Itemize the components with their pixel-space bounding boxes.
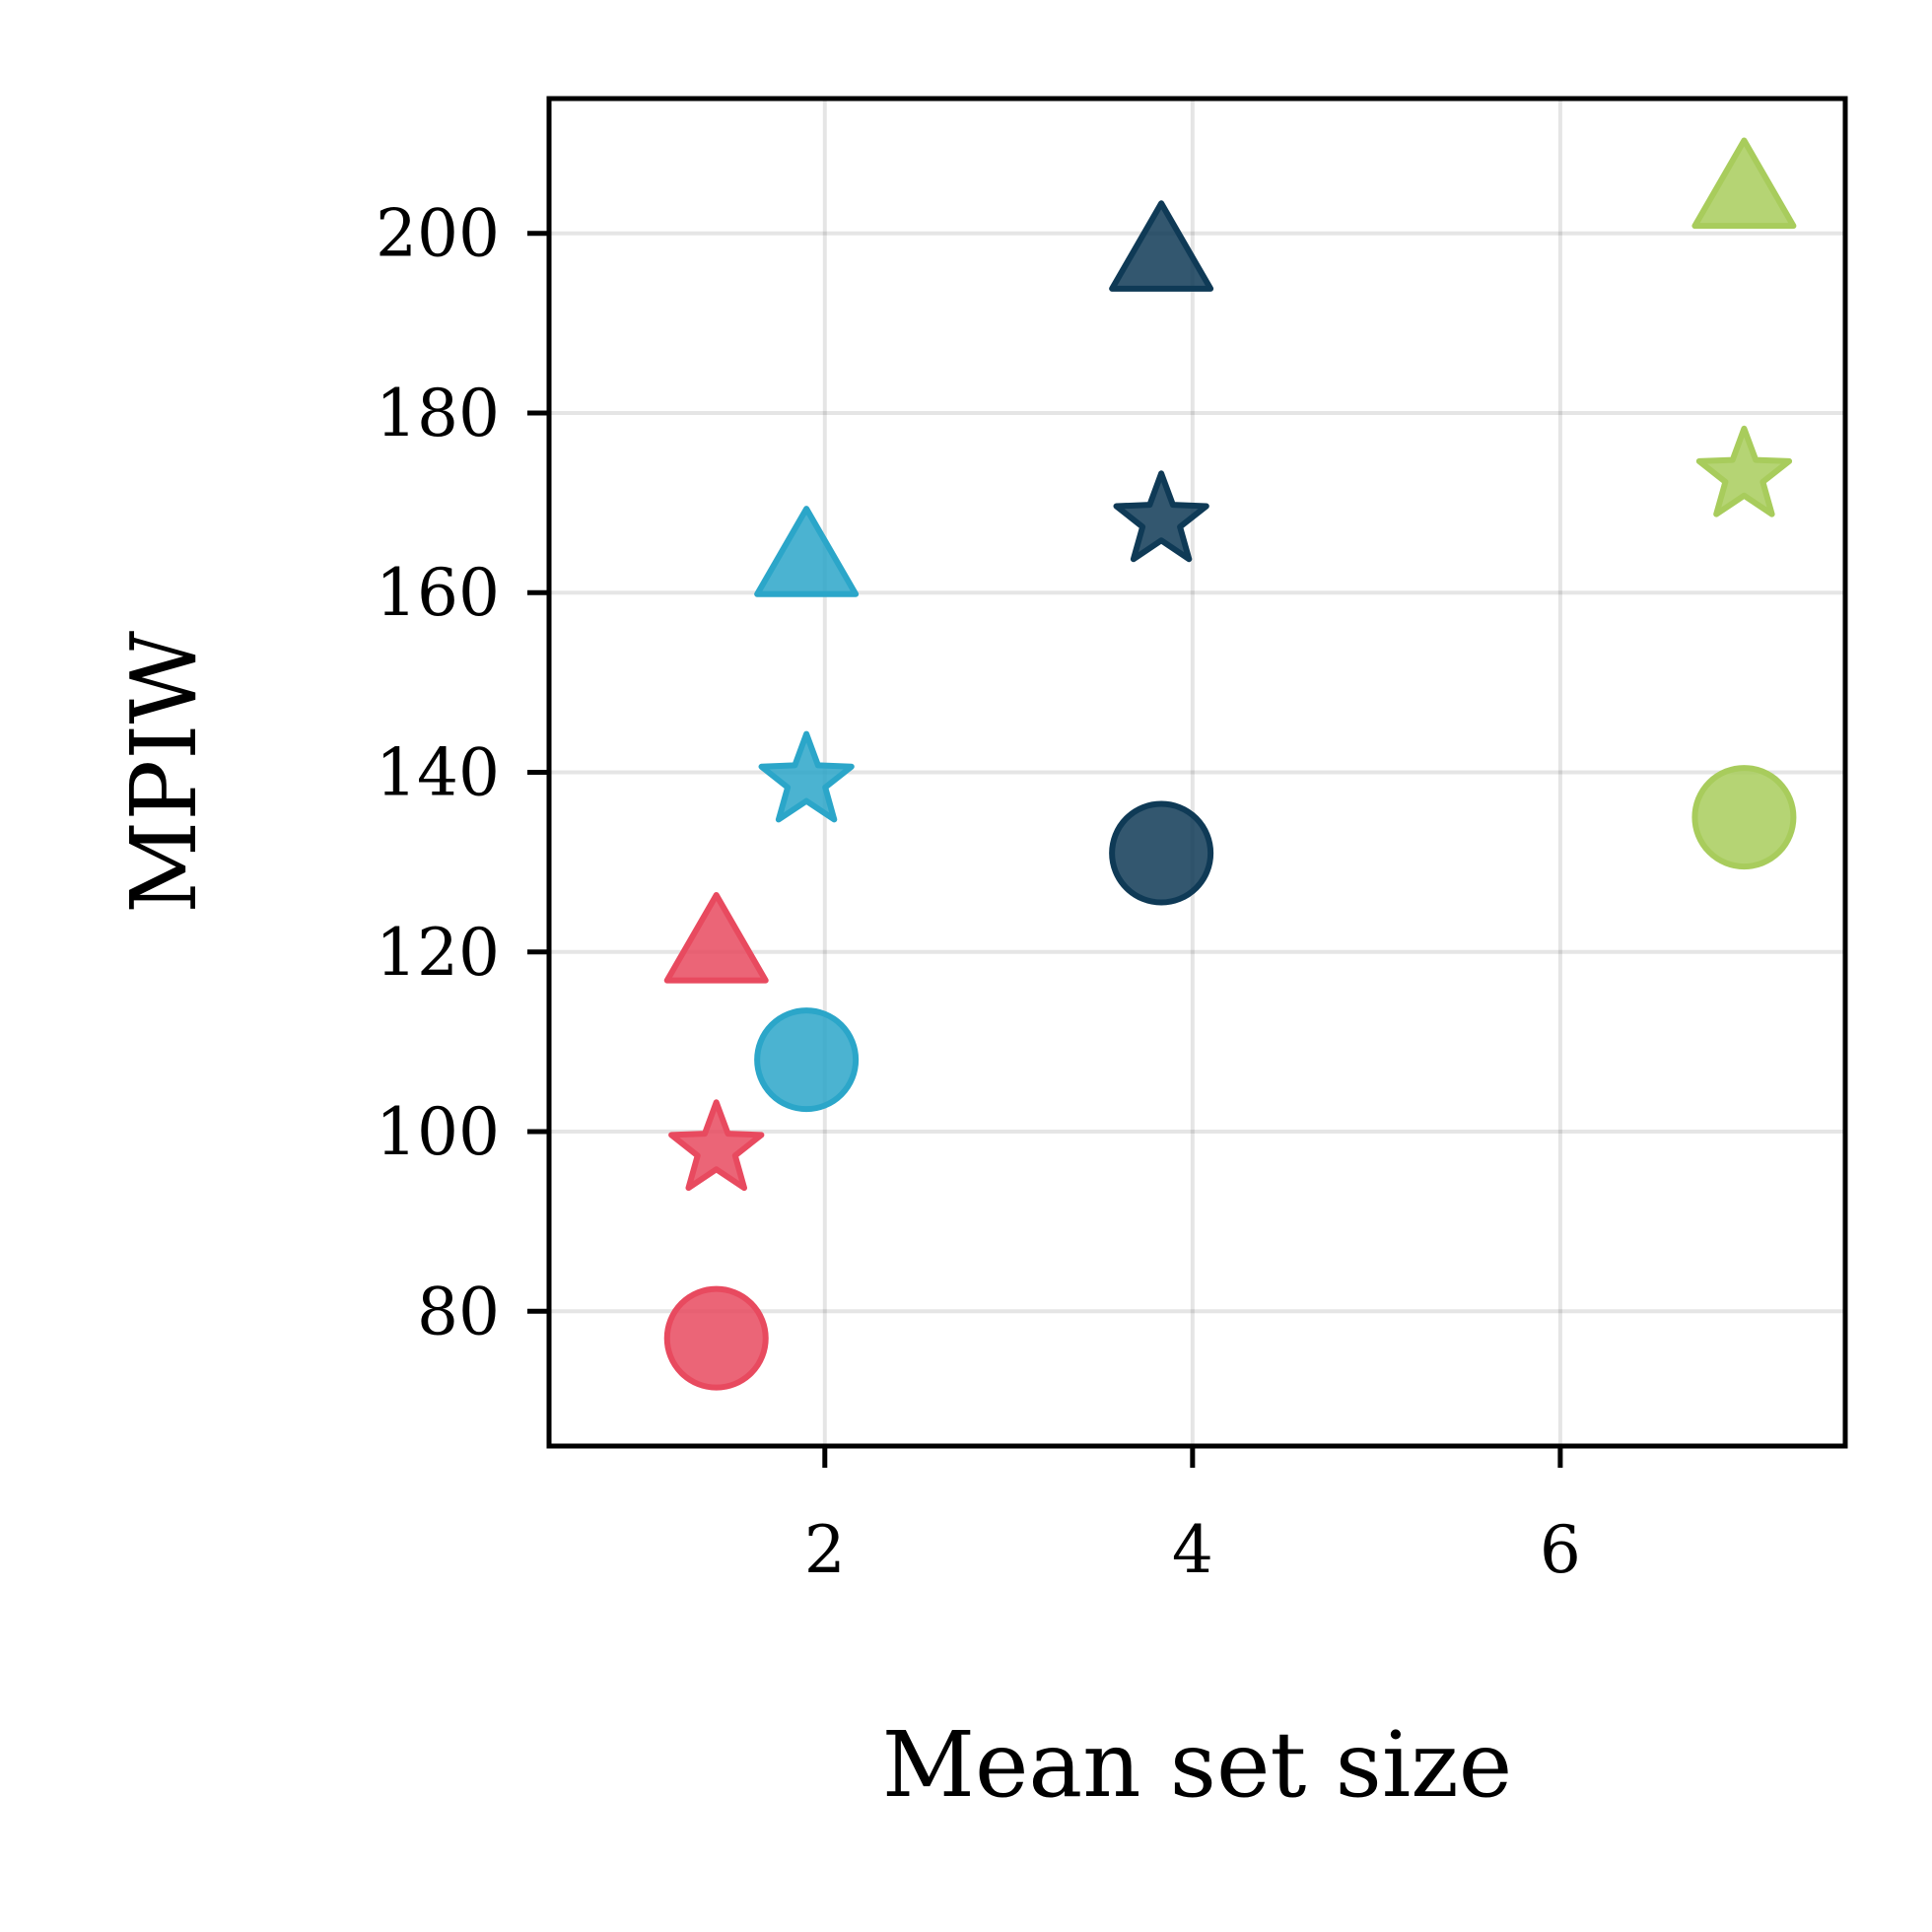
star-marker (668, 1099, 765, 1192)
x-tick-label: 4 (1172, 1512, 1213, 1588)
x-tick-label: 6 (1540, 1512, 1581, 1588)
y-tick-label: 200 (376, 196, 500, 272)
y-axis-label: MPIW (111, 631, 217, 914)
x-tick-label: 2 (804, 1512, 846, 1588)
circle-marker (663, 1285, 769, 1391)
y-tick-label: 100 (376, 1094, 500, 1170)
star-marker (1113, 470, 1209, 563)
triangle-marker (1691, 137, 1797, 230)
y-tick-label: 120 (376, 915, 500, 991)
data-points (663, 137, 1797, 1391)
y-tick-label: 160 (376, 555, 500, 631)
triangle-marker (1109, 200, 1214, 292)
y-tick-label: 180 (376, 376, 500, 451)
circle-marker (754, 1007, 860, 1113)
circle-marker (1691, 765, 1797, 870)
triangle-marker (754, 506, 860, 597)
y-tick-label: 80 (417, 1274, 500, 1349)
y-tick-label: 140 (376, 735, 500, 811)
triangle-marker (663, 892, 769, 984)
axis-ticks: 2 4 6 80 100 120 140 160 180 200 (376, 196, 1581, 1588)
star-marker (1695, 425, 1793, 518)
star-marker (758, 730, 855, 823)
circle-marker (1109, 800, 1214, 906)
x-axis-label: Mean set size (882, 1712, 1512, 1818)
